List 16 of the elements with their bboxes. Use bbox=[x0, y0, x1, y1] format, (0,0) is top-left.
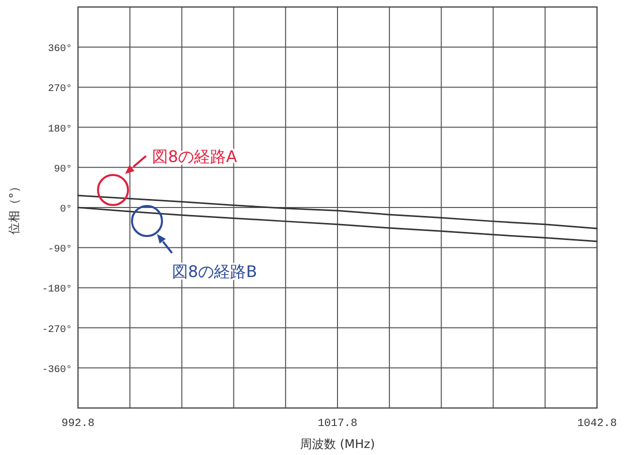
line-series bbox=[77, 194, 598, 230]
y-axis-title: 位相（°） bbox=[7, 180, 21, 234]
y-tick-label: 90° bbox=[54, 164, 72, 176]
x-tick-label: 992.8 bbox=[61, 418, 95, 430]
y-tick-label: 180° bbox=[48, 124, 72, 136]
x-tick-label: 1042.8 bbox=[577, 418, 617, 430]
x-tick-label: 1017.8 bbox=[318, 418, 358, 430]
y-tick-label: -180° bbox=[42, 284, 72, 296]
y-tick-label: 0° bbox=[60, 204, 72, 216]
x-axis-title: 周波数 (MHz) bbox=[300, 437, 375, 451]
y-tick-label: 360° bbox=[48, 44, 72, 56]
line-series bbox=[77, 206, 598, 242]
y-tick-label: 270° bbox=[48, 84, 72, 96]
y-tick-label: -270° bbox=[42, 324, 72, 336]
y-tick-label: -360° bbox=[42, 364, 72, 376]
y-tick-label: -90° bbox=[48, 244, 72, 256]
